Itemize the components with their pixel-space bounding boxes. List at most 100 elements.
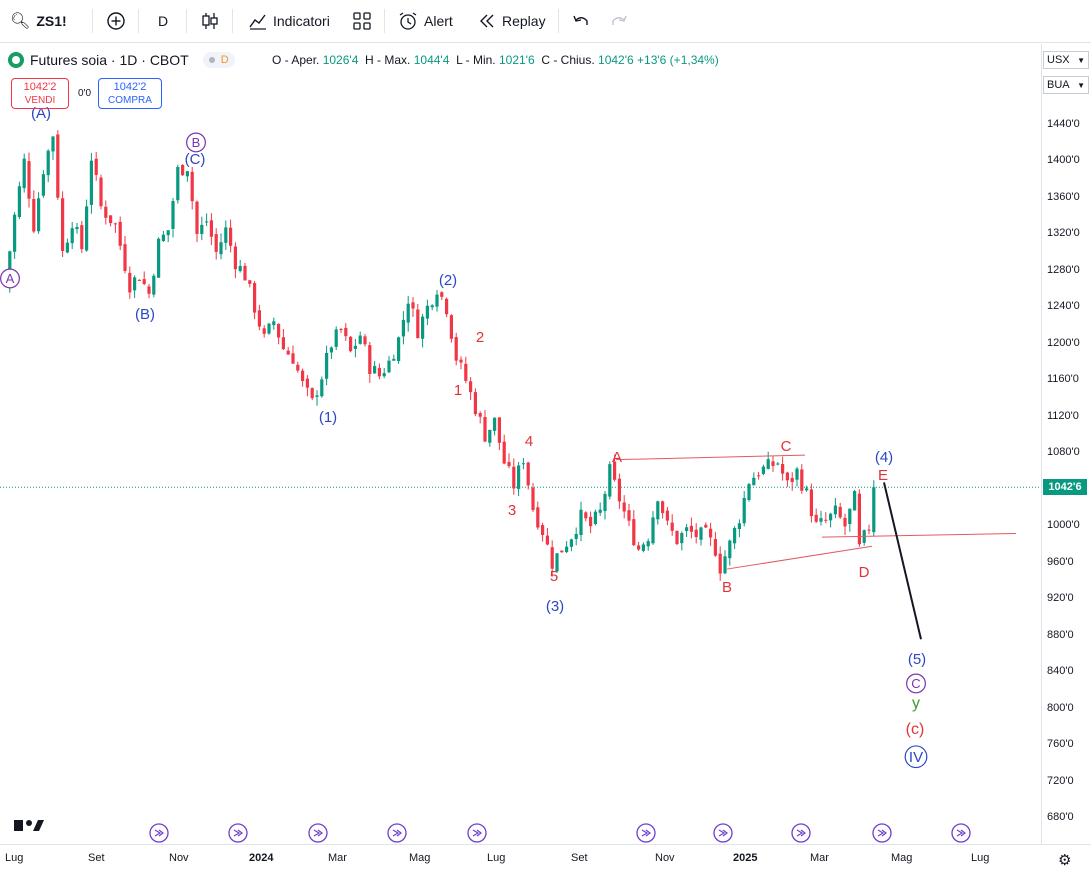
wave-label: (c) [906, 721, 925, 738]
candle-body [440, 292, 444, 297]
breakout-line [821, 533, 1017, 538]
undo-button[interactable] [572, 0, 590, 42]
candle-body [665, 510, 669, 521]
open-value: 1026'4 [322, 53, 359, 67]
candle-body [267, 323, 271, 334]
compare-button[interactable] [106, 0, 126, 42]
candle-body [181, 164, 185, 176]
price-tick-label: 1120'0 [1047, 409, 1079, 422]
candle-body [305, 378, 309, 388]
wave-label: 2 [476, 329, 484, 346]
candle-body [224, 227, 228, 243]
unit-selector[interactable]: BUA ▼ [1043, 76, 1089, 94]
redo-button[interactable] [610, 0, 628, 42]
wave-label-text: (C) [185, 151, 206, 168]
candle-body [176, 167, 180, 201]
search-icon: 🔍︎ [10, 13, 31, 30]
economic-event-icon [791, 823, 811, 843]
candle-body [51, 136, 55, 152]
candle-body [641, 544, 645, 551]
candle-body [800, 469, 804, 491]
candle-body [574, 533, 578, 540]
candle-body [805, 488, 809, 491]
candle-body [401, 319, 405, 337]
candle-body [104, 206, 108, 218]
candle-body [281, 337, 285, 350]
wave-label: 5 [550, 568, 558, 585]
candle-body [550, 547, 554, 569]
triangle-lower-line [726, 545, 873, 570]
candle-body [200, 224, 204, 234]
candle-body [733, 527, 737, 544]
wave-label: A [0, 268, 20, 289]
candle-body [776, 463, 780, 465]
toolbar-divider [138, 9, 139, 33]
change-value: +13'6 (+1,34%) [637, 53, 719, 67]
candle-body [257, 310, 261, 327]
candle-body [296, 364, 300, 371]
chevron-down-icon: ▼ [1077, 55, 1085, 65]
symbol-search[interactable]: 🔍︎ ZS1! [10, 0, 67, 42]
wave-label: (1) [319, 409, 337, 426]
wave-label: (2) [439, 272, 457, 289]
candle-body [584, 512, 588, 519]
candle-body [113, 223, 117, 225]
currency-selector[interactable]: USX ▼ [1043, 51, 1089, 69]
symbol-name: ZS1! [36, 13, 67, 29]
candle-body [761, 466, 765, 474]
economic-event-icon [149, 823, 169, 843]
time-tick-label: 2025 [733, 852, 758, 864]
high-value: 1044'4 [413, 53, 450, 67]
time-tick-label: Nov [169, 852, 189, 864]
sell-button[interactable]: 1042'2 VENDI [11, 78, 69, 109]
candle-body [133, 277, 137, 291]
chart-type-button[interactable] [200, 0, 220, 42]
candle-body [397, 337, 401, 362]
indicators-button[interactable]: Indicatori [248, 0, 330, 42]
candle-body [713, 539, 717, 556]
time-axis[interactable] [0, 844, 1091, 877]
data-delay-badge[interactable]: D [202, 52, 235, 68]
chart-canvas[interactable]: (A)A(B)B(C)(1)(2)12345(3)ABCDE(4)(5)Cy(c… [0, 44, 1041, 844]
replay-label: Replay [502, 13, 546, 29]
price-tick-label: 1080'0 [1047, 446, 1080, 459]
toolbar-divider [92, 9, 93, 33]
candle-body [291, 353, 295, 364]
candle-body [675, 530, 679, 545]
drawing-tools-layer [0, 454, 1041, 640]
low-label: L - Min. [456, 53, 496, 67]
time-tick-label: Mag [409, 852, 431, 864]
candle-body [243, 265, 247, 281]
candle-body [694, 529, 698, 538]
candle-body [819, 518, 823, 522]
candle-body [80, 225, 84, 250]
candle-body [838, 506, 842, 518]
chart-legend: Futures soia · 1D · CBOT D [8, 50, 235, 70]
price-axis[interactable] [1041, 44, 1091, 844]
candle-body [109, 215, 113, 224]
candle-body [349, 336, 353, 352]
low-value: 1021'6 [498, 53, 535, 67]
time-tick-label: Nov [655, 852, 675, 864]
alert-button[interactable]: Alert [398, 0, 453, 42]
settings-gear-icon[interactable]: ⚙ [1058, 852, 1072, 869]
wave-label-text: E [878, 467, 888, 484]
candle-body [416, 309, 420, 339]
last-price-value: 1042'6 [1048, 481, 1082, 494]
wave-label-circle [186, 132, 206, 153]
candle-body [27, 161, 31, 199]
interval-label: D [158, 13, 169, 29]
candle-body [521, 463, 525, 465]
economic-event-icon [387, 823, 407, 843]
wave-label: C [781, 438, 792, 455]
toolbar-divider [186, 9, 187, 33]
candle-body [382, 373, 386, 377]
layout-button[interactable] [352, 0, 372, 42]
interval-button[interactable]: D [158, 0, 168, 42]
replay-button[interactable]: Replay [477, 0, 546, 42]
candle-body [569, 539, 573, 547]
rewind-icon [480, 14, 494, 28]
buy-button[interactable]: 1042'2 COMPRA [98, 78, 162, 109]
candle-body [469, 381, 473, 393]
currency-unit: USX [1047, 54, 1070, 66]
